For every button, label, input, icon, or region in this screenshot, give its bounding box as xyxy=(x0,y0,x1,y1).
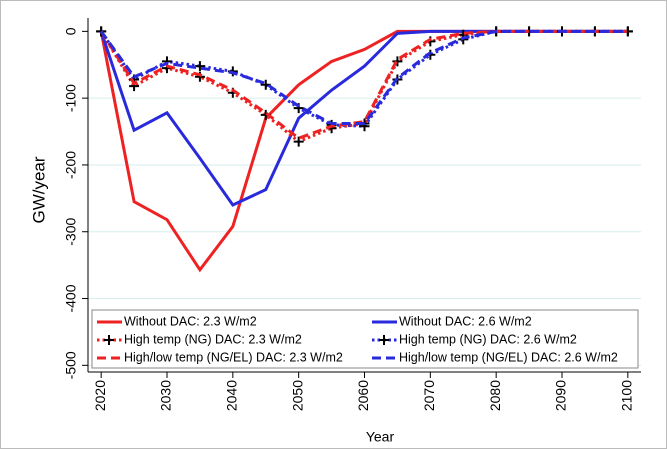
legend-label: High/low temp (NG/EL) DAC: 2.6 W/m2 xyxy=(399,350,618,364)
legend-label: Without DAC: 2.6 W/m2 xyxy=(399,314,532,328)
legend-label: High temp (NG) DAC: 2.6 W/m2 xyxy=(399,332,577,346)
x-tick-label: 2030 xyxy=(158,380,174,411)
x-tick-label: 2090 xyxy=(553,380,569,411)
y-tick-label: -500 xyxy=(63,351,79,379)
x-tick-label: 2100 xyxy=(619,380,635,411)
marker xyxy=(104,335,114,345)
x-tick-label: 2050 xyxy=(289,380,305,411)
y-axis-title: GW/year xyxy=(29,156,48,223)
legend-label: Without DAC: 2.3 W/m2 xyxy=(124,314,257,328)
x-axis-title: Year xyxy=(366,429,395,445)
legend-box xyxy=(91,309,639,369)
series-line xyxy=(99,29,628,140)
x-tick-label: 2070 xyxy=(421,380,437,411)
y-tick-label: -400 xyxy=(63,284,79,312)
series-line xyxy=(99,29,628,126)
y-tick-label: -300 xyxy=(63,218,79,246)
legend-label: High temp (NG) DAC: 2.3 W/m2 xyxy=(124,332,302,346)
x-tick-label: 2040 xyxy=(224,380,240,411)
marker xyxy=(392,56,403,67)
y-tick-label: -200 xyxy=(63,151,79,179)
marker xyxy=(194,61,205,72)
y-tick-label: 0 xyxy=(63,27,79,35)
legend-label: High/low temp (NG/EL) DAC: 2.3 W/m2 xyxy=(124,350,343,364)
marker xyxy=(379,335,389,345)
marker xyxy=(293,136,304,147)
x-tick-label: 2060 xyxy=(355,380,371,411)
y-tick-label: -100 xyxy=(63,84,79,112)
x-tick-label: 2080 xyxy=(487,380,503,411)
x-tick-label: 2020 xyxy=(92,380,108,411)
